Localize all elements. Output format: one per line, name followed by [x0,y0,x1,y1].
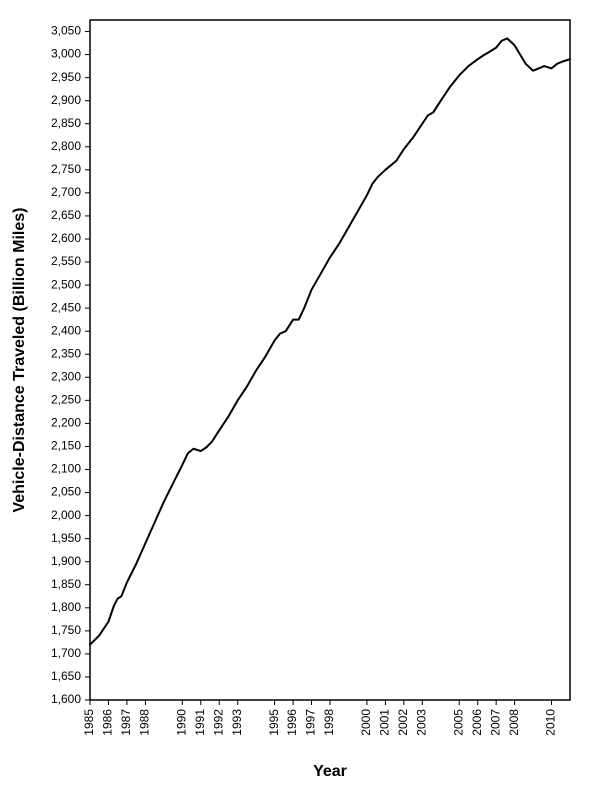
y-tick-label: 2,200 [51,416,81,430]
x-tick-label: 1997 [304,709,318,736]
x-tick-label: 1986 [101,709,115,736]
y-tick-label: 3,000 [51,47,81,61]
x-tick-label: 2003 [414,709,428,736]
x-tick-label: 2007 [488,709,502,736]
x-tick-label: 2002 [396,709,410,736]
x-tick-label: 1985 [82,709,96,736]
y-tick-label: 2,550 [51,254,81,268]
y-tick-label: 1,950 [51,531,81,545]
y-tick-label: 2,150 [51,439,81,453]
y-tick-label: 2,400 [51,323,81,337]
y-tick-label: 2,350 [51,346,81,360]
y-tick-label: 1,750 [51,623,81,637]
x-tick-label: 1990 [174,709,188,736]
y-tick-label: 1,700 [51,646,81,660]
y-tick-label: 1,600 [51,692,81,706]
line-chart: 1,600 1,650 1,700 1,750 1,800 1,850 1,900 1,950… [0,0,600,790]
y-tick-label: 1,800 [51,600,81,614]
x-tick-label: 1987 [119,709,133,736]
y-tick-label: 2,450 [51,300,81,314]
y-tick-label: 2,000 [51,508,81,522]
y-tick-label: 2,100 [51,462,81,476]
x-tick-label: 2000 [359,709,373,736]
y-tick-label: 3,050 [51,24,81,38]
x-tick-label: 2005 [451,709,465,736]
x-tick-label: 1993 [230,709,244,736]
y-tick-label: 2,650 [51,208,81,222]
y-tick-label: 2,300 [51,369,81,383]
x-tick-label: 2008 [507,709,521,736]
x-tick-label: 1988 [138,709,152,736]
y-tick-label: 1,650 [51,669,81,683]
x-tick-label: 1991 [193,709,207,736]
x-tick-label: 2006 [470,709,484,736]
y-tick-label: 2,950 [51,70,81,84]
x-tick-label: 1998 [322,709,336,736]
y-tick-label: 2,800 [51,139,81,153]
y-tick-label: 2,700 [51,185,81,199]
y-tick-label: 2,900 [51,93,81,107]
x-tick-label: 2010 [544,709,558,736]
y-tick-label: 2,500 [51,277,81,291]
x-tick-label: 1992 [211,709,225,736]
y-tick-label: 2,750 [51,162,81,176]
y-tick-label: 2,250 [51,393,81,407]
y-tick-label: 2,850 [51,116,81,130]
chart-container: 1,600 1,650 1,700 1,750 1,800 1,850 1,900 1,950… [0,0,600,790]
x-tick-label: 1995 [267,709,281,736]
y-tick-label: 1,850 [51,577,81,591]
x-tick-label: 2001 [378,709,392,736]
y-tick-label: 2,600 [51,231,81,245]
y-tick-label: 1,900 [51,554,81,568]
y-tick-label: 2,050 [51,485,81,499]
x-tick-label: 1996 [285,709,299,736]
x-axis-label: Year [313,763,347,780]
y-axis-label: Vehicle-Distance Traveled (Billion Miles… [11,208,28,513]
